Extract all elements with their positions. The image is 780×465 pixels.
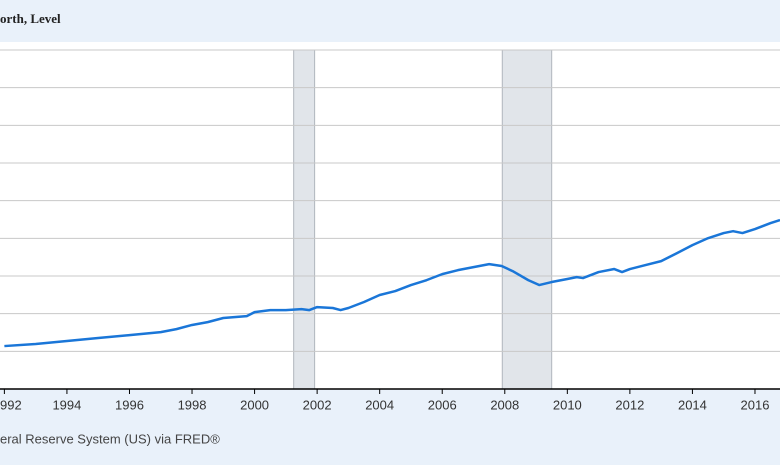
x-tick-label: 2004 <box>365 397 394 412</box>
x-tick-label: 1996 <box>115 397 144 412</box>
recession-band <box>501 49 553 390</box>
x-tick-label: 2010 <box>553 397 582 412</box>
chart-title: orth, Level <box>0 11 61 26</box>
x-tick-label: 992 <box>0 397 22 412</box>
plot-area <box>0 42 780 389</box>
x-tick-label: 2000 <box>240 397 269 412</box>
x-tick-label: 2008 <box>490 397 519 412</box>
x-tick-label: 2016 <box>741 397 770 412</box>
x-tick-label: 2014 <box>678 397 707 412</box>
x-tick-label: 2006 <box>428 397 457 412</box>
x-tick-label: 2012 <box>615 397 644 412</box>
data-line <box>4 218 780 348</box>
source-note: eral Reserve System (US) via FRED® <box>0 431 220 446</box>
recession-band <box>293 49 316 390</box>
x-tick-label: 1998 <box>178 397 207 412</box>
x-tick-label: 2002 <box>303 397 332 412</box>
x-tick-label: 1994 <box>52 397 81 412</box>
